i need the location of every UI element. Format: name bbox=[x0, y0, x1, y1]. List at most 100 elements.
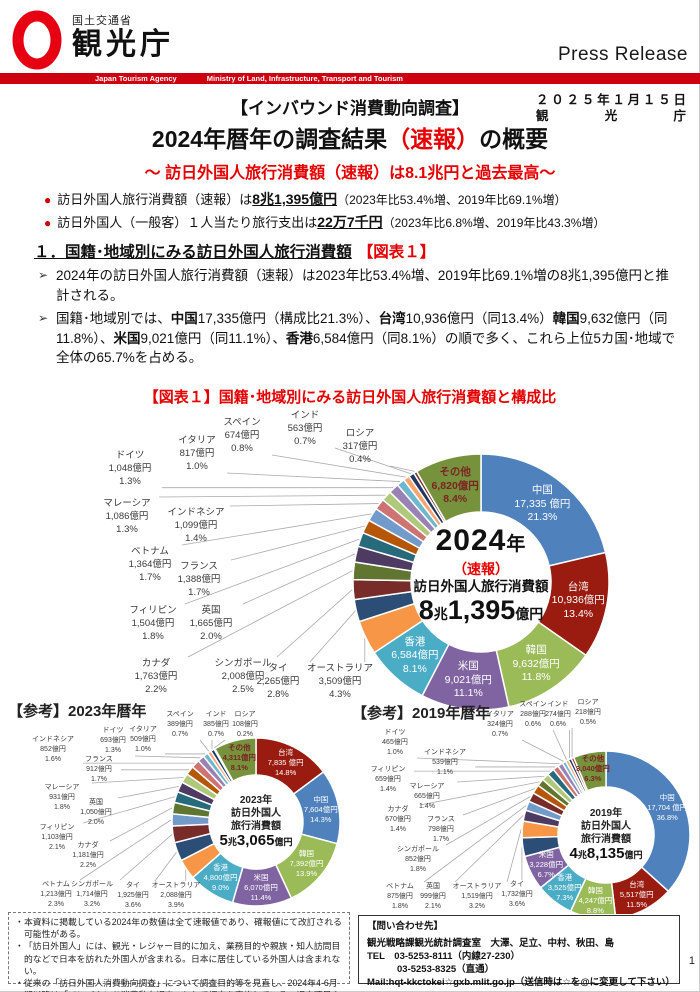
donut-inside-label: 韓国 4,247億円 8.8% bbox=[578, 886, 613, 916]
donut-outside-label: インド 274億円 0.6% bbox=[545, 701, 571, 728]
bullet-dot-icon: ● bbox=[44, 216, 52, 230]
donut-outside-label: ロシア 317億円 0.4% bbox=[342, 428, 378, 465]
survey-tag: 【インバウンド消費動向調査】 bbox=[231, 99, 469, 118]
donut-inside-label: 台湾 5,517億円 11.5% bbox=[619, 879, 654, 909]
donut-outside-label: インドネシア 539億円 1.1% bbox=[424, 749, 466, 776]
release-org: 観光庁 bbox=[536, 109, 686, 123]
leader-line bbox=[419, 781, 540, 806]
leader-line bbox=[454, 815, 524, 883]
donut-outside-label: フランス 912億円 1.7% bbox=[85, 756, 113, 783]
point-2: ➢ 国籍･地域別では、中国17,335億円（構成比21.3%）、台湾10,936億… bbox=[38, 311, 676, 365]
donut-2019-center-label: 2019年 訪日外国人 旅行消費額 4兆8,135億円 bbox=[569, 808, 643, 862]
donut-outside-label: インドネシア 852億円 1.6% bbox=[32, 736, 74, 763]
header-red-bar: Japan Tourism Agency Ministry of Land, I… bbox=[0, 73, 700, 84]
donut-slice bbox=[605, 750, 691, 893]
contact-box: 【問い合わせ先】 観光戦略課観光統計調査室 大澤、足立、中村、秋田、島 TEL … bbox=[358, 915, 680, 988]
leader-line bbox=[242, 553, 356, 605]
donut-outside-label: カナダ 670億円 1.4% bbox=[385, 806, 411, 833]
leader-line bbox=[462, 788, 535, 816]
arrow-bullet-icon: ➢ bbox=[38, 268, 49, 282]
donut-outside-label: フィリピン 1,504億円 1.8% bbox=[129, 605, 177, 642]
donut-outside-label: シンガポール 852億円 1.8% bbox=[397, 846, 439, 873]
donut-inside-label: 台湾 10,936億円 13.4% bbox=[551, 580, 605, 620]
leader-line bbox=[445, 796, 531, 846]
donut-outside-label: フィリピン 659億円 1.4% bbox=[370, 766, 406, 793]
leader-line bbox=[181, 513, 372, 546]
note-dot-icon: ・ bbox=[15, 941, 24, 952]
donut-outside-label: イタリア 817億円 1.0% bbox=[178, 435, 216, 472]
donut-inside-label: 米国 9,021億円 11.1% bbox=[444, 659, 492, 699]
donut-outside-label: フィリピン 1,103億円 2.1% bbox=[39, 824, 75, 851]
leader-line bbox=[119, 834, 173, 881]
donut-outside-label: ベトナム 1,364億円 1.7% bbox=[128, 546, 172, 583]
leader-line bbox=[334, 447, 411, 475]
note-item: ・「訪日外国人」には、観光・レジャー目的に加え、業務目的や親族・知人訪問目的など… bbox=[15, 941, 341, 976]
donut-slice bbox=[415, 453, 482, 523]
bullet-consumption: ● 訪日外国人旅行消費額（速報）は8兆1,395億円（2023年比53.4%増、2… bbox=[44, 191, 567, 207]
donut-inside-label: 中国 17,704 億円 36.8% bbox=[647, 792, 688, 822]
donut-inside-label: 台湾 7,835 億円 14.8% bbox=[267, 748, 304, 778]
page-subtitle: ～ 訪日外国人旅行消費額（速報）は8.1兆円と過去最高～ bbox=[144, 165, 556, 182]
donut-svg bbox=[158, 447, 610, 711]
donut-outside-label: ドイツ 465億円 1.0% bbox=[382, 729, 408, 756]
leader-line bbox=[276, 589, 353, 658]
leader-line bbox=[229, 503, 379, 507]
contact-heading: 【問い合わせ先】 bbox=[367, 921, 444, 932]
donut-slice bbox=[610, 866, 670, 914]
donut-inside-label: 韓国 7,392億円 13.9% bbox=[289, 849, 324, 879]
donut-outside-label: ロシア 108億円 0.2% bbox=[232, 711, 258, 738]
donut-chart-2024: 2024年 （速報） 訪日外国人旅行消費額 8兆1,395億円 中国 17,335… bbox=[0, 405, 700, 717]
donut-chart-2019: 2019年 訪日外国人 旅行消費額 4兆8,135億円 中国 17,704 億円 3… bbox=[340, 698, 700, 916]
contact-department: 観光戦略課観光統計調査室 大澤、足立、中村、秋田、島 bbox=[367, 938, 615, 949]
ref-2023-heading: 【参考】2023年暦年 bbox=[8, 703, 147, 720]
donut-outside-label: インド 563億円 0.7% bbox=[287, 410, 323, 447]
donut-svg bbox=[79, 737, 341, 907]
contact-tel-2: 03-5253-8325（直通） bbox=[397, 964, 495, 975]
note-dot-icon: ・ bbox=[15, 917, 24, 927]
donut-outside-label: シンガポール 2,008億円 2.5% bbox=[214, 658, 272, 695]
bullet-per-capita: ● 訪日外国人（一般客）１人当たり旅行支出は22万7千円（2023年比6.8%増、… bbox=[44, 214, 606, 230]
donut-slice bbox=[213, 737, 257, 783]
bullet-dot-icon: ● bbox=[44, 193, 52, 207]
notes-box: ・本資料に掲載している2024年の数値は全て速報値であり、確報値にて改訂される可… bbox=[8, 912, 350, 992]
leader-line bbox=[184, 538, 360, 605]
leader-line bbox=[521, 739, 564, 762]
donut-outside-label: インドネシア 1,099億円 1.4% bbox=[167, 507, 225, 544]
donut-2023-center-label: 2023年 訪日外国人 旅行消費額 5兆3,065億円 bbox=[219, 795, 293, 849]
leader-line bbox=[456, 775, 545, 783]
donut-outside-label: カナダ 1,763億円 2.2% bbox=[134, 658, 178, 695]
leader-line bbox=[416, 757, 560, 765]
donut-outside-label: ベトナム 1,213億円 2.3% bbox=[40, 881, 72, 908]
donut-inside-label: 韓国 9,632億円 11.8% bbox=[512, 643, 560, 683]
donut-outside-label: マレーシア 665億円 1.4% bbox=[409, 783, 445, 810]
donut-inside-label: 米国 6,070億円 11.4% bbox=[244, 872, 278, 902]
donut-outside-label: タイ 2,265億円 2.8% bbox=[256, 663, 300, 700]
leader-line bbox=[230, 525, 365, 561]
leader-line bbox=[423, 805, 527, 883]
leader-line bbox=[552, 729, 567, 760]
figure1-title: 【図表１】国籍･地域別にみる訪日外国人旅行消費額と構成比 bbox=[143, 389, 557, 406]
donut-inside-label: その他 4,311億円 8.1% bbox=[222, 743, 257, 773]
donut-inside-label: 香港 4,800億円 9.0% bbox=[203, 862, 238, 892]
contact-tel-1: TEL 03-5253-8111（内線27-230） bbox=[367, 951, 520, 962]
donut-outside-label: マレーシア 1,086億円 1.3% bbox=[103, 498, 151, 535]
bar-text-ministry: Ministry of Land, Infrastructure, Transp… bbox=[206, 74, 403, 83]
donut-outside-label: タイ 1,732億円 3.6% bbox=[501, 881, 533, 908]
header: 国土交通省 観光庁 Press Release Japan Tourism Ag… bbox=[0, 0, 700, 86]
leader-line bbox=[226, 472, 401, 482]
leader-line bbox=[389, 465, 415, 472]
donut-slice bbox=[480, 453, 607, 567]
donut-inside-label: その他 3,040億円 6.3% bbox=[575, 754, 610, 784]
donut-outside-label: カナダ 1,181億円 2.2% bbox=[72, 842, 104, 869]
note-dot-icon: ・ bbox=[15, 978, 24, 989]
donut-inside-label: 米国 3,228億円 6.7% bbox=[529, 850, 564, 880]
donut-inside-label: その他 6,820億円 8.4% bbox=[431, 466, 479, 506]
page-number: 1 bbox=[688, 955, 695, 967]
page-title: 2024年暦年の調査結果（速報）の概要 bbox=[151, 126, 549, 152]
donut-outside-label: スペイン 288億円 0.6% bbox=[519, 701, 547, 728]
note-item: ・従来の「訪日外国人消費動向調査」について調査目的等を見直し、2024年4-6月… bbox=[15, 978, 340, 992]
ministry-name: 国土交通省 bbox=[72, 15, 132, 27]
donut-outside-label: イタリア 509億円 1.0% bbox=[129, 726, 157, 753]
donut-outside-label: インド 385億円 0.7% bbox=[203, 711, 229, 738]
